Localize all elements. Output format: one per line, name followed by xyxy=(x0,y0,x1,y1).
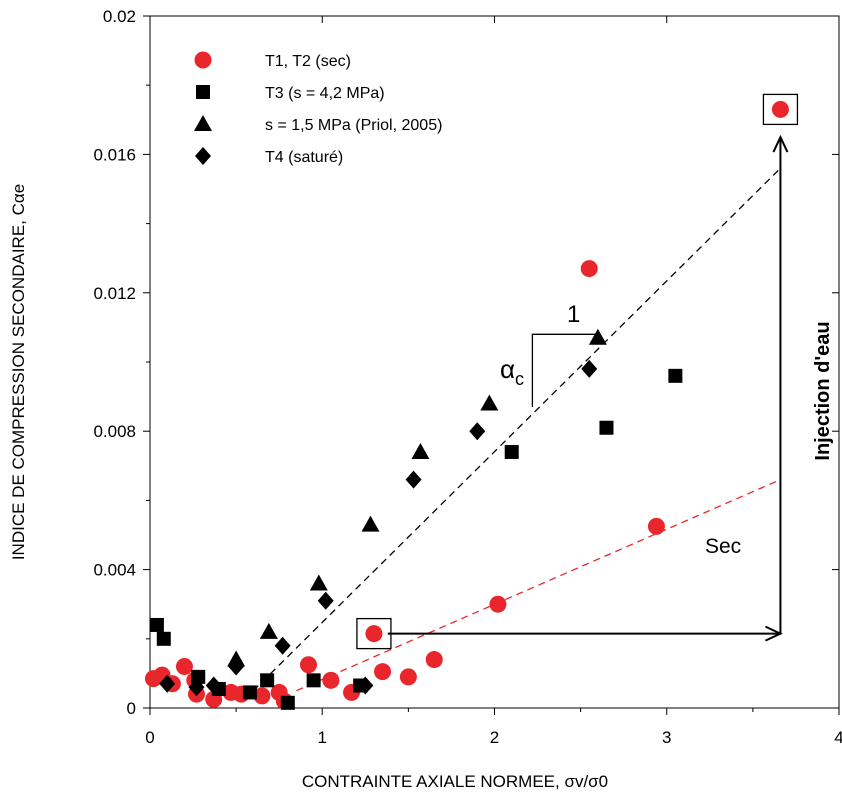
circle-point xyxy=(175,657,193,675)
circle-point xyxy=(253,687,271,705)
y-tick-label: 0.012 xyxy=(93,284,136,303)
trend-line-red xyxy=(296,479,781,692)
highlight-box xyxy=(762,93,799,126)
square-point xyxy=(306,673,321,688)
circle-point xyxy=(322,671,340,689)
triangle-point xyxy=(588,328,607,345)
trend-line-black xyxy=(252,167,781,692)
diamond-point xyxy=(205,676,222,695)
y-axis-title: INDICE DE COMPRESSION SECONDAIRE, Cαe xyxy=(9,184,28,560)
slope-triangle xyxy=(531,333,598,407)
trend-lines xyxy=(252,167,781,692)
diamond-point xyxy=(405,470,422,489)
square-point xyxy=(156,631,171,646)
diamond-point xyxy=(159,674,176,693)
data-markers xyxy=(144,100,789,710)
legend-label: T4 (saturé) xyxy=(265,149,343,166)
circle-point xyxy=(365,625,383,643)
circle-point xyxy=(489,595,507,613)
slope-alpha-label: αc xyxy=(500,354,524,389)
square-point xyxy=(599,420,614,435)
legend-marker xyxy=(196,85,210,99)
injection-label: Injection d'eau xyxy=(812,321,834,460)
legend-marker xyxy=(194,115,212,131)
triangle-point xyxy=(309,574,328,591)
diamond-point xyxy=(188,678,205,697)
x-tick-label: 3 xyxy=(662,728,671,747)
triangle-point xyxy=(259,622,278,639)
sec-label: Sec xyxy=(705,535,741,558)
square-point xyxy=(260,673,275,688)
arrow-head xyxy=(772,134,789,153)
x-tick-label: 1 xyxy=(318,728,327,747)
circle-point xyxy=(374,663,392,681)
axes: 0 1 2 3 4 0 0.004 0.008 0.012 0.016 0.02 xyxy=(93,7,842,747)
circle-point xyxy=(647,517,665,535)
square-point xyxy=(149,617,164,632)
square-point xyxy=(668,368,683,383)
diamond-point xyxy=(274,636,291,655)
y-tick-label: 0 xyxy=(127,699,136,718)
x-tick-label: 2 xyxy=(490,728,499,747)
circle-point xyxy=(425,651,443,669)
legend-marker xyxy=(194,51,212,69)
legend: T1, T2 (sec) T3 (s = 4,2 MPa) s = 1,5 MPa … xyxy=(194,51,442,166)
x-tick-label: 4 xyxy=(834,728,842,747)
slope-run-label: 1 xyxy=(567,301,580,328)
legend-label: s = 1,5 MPa (Priol, 2005) xyxy=(265,117,442,134)
legend-label: T3 (s = 4,2 MPa) xyxy=(265,85,385,102)
circle-point xyxy=(299,656,317,674)
x-tick-label: 0 xyxy=(145,728,154,747)
y-tick-label: 0.02 xyxy=(103,7,136,26)
legend-marker xyxy=(195,147,211,165)
diamond-point xyxy=(228,657,245,676)
square-point xyxy=(242,685,257,700)
triangle-point xyxy=(361,515,380,532)
diamond-point xyxy=(581,359,598,378)
annotations xyxy=(356,93,799,650)
x-axis-title: CONTRAINTE AXIALE NORMEE, σv/σ0 xyxy=(302,772,608,791)
y-tick-label: 0.016 xyxy=(93,145,136,164)
circle-point xyxy=(580,260,598,278)
legend-label: T1, T2 (sec) xyxy=(265,53,351,70)
circle-point xyxy=(399,668,417,686)
diamond-point xyxy=(469,422,486,441)
y-tick-label: 0.004 xyxy=(93,561,136,580)
diamond-point xyxy=(317,591,334,610)
square-point xyxy=(280,695,295,710)
diamond-point xyxy=(357,676,374,695)
circle-point xyxy=(771,100,789,118)
y-tick-label: 0.008 xyxy=(93,422,136,441)
square-point xyxy=(504,444,519,459)
triangle-point xyxy=(480,394,499,411)
triangle-point xyxy=(411,442,430,459)
